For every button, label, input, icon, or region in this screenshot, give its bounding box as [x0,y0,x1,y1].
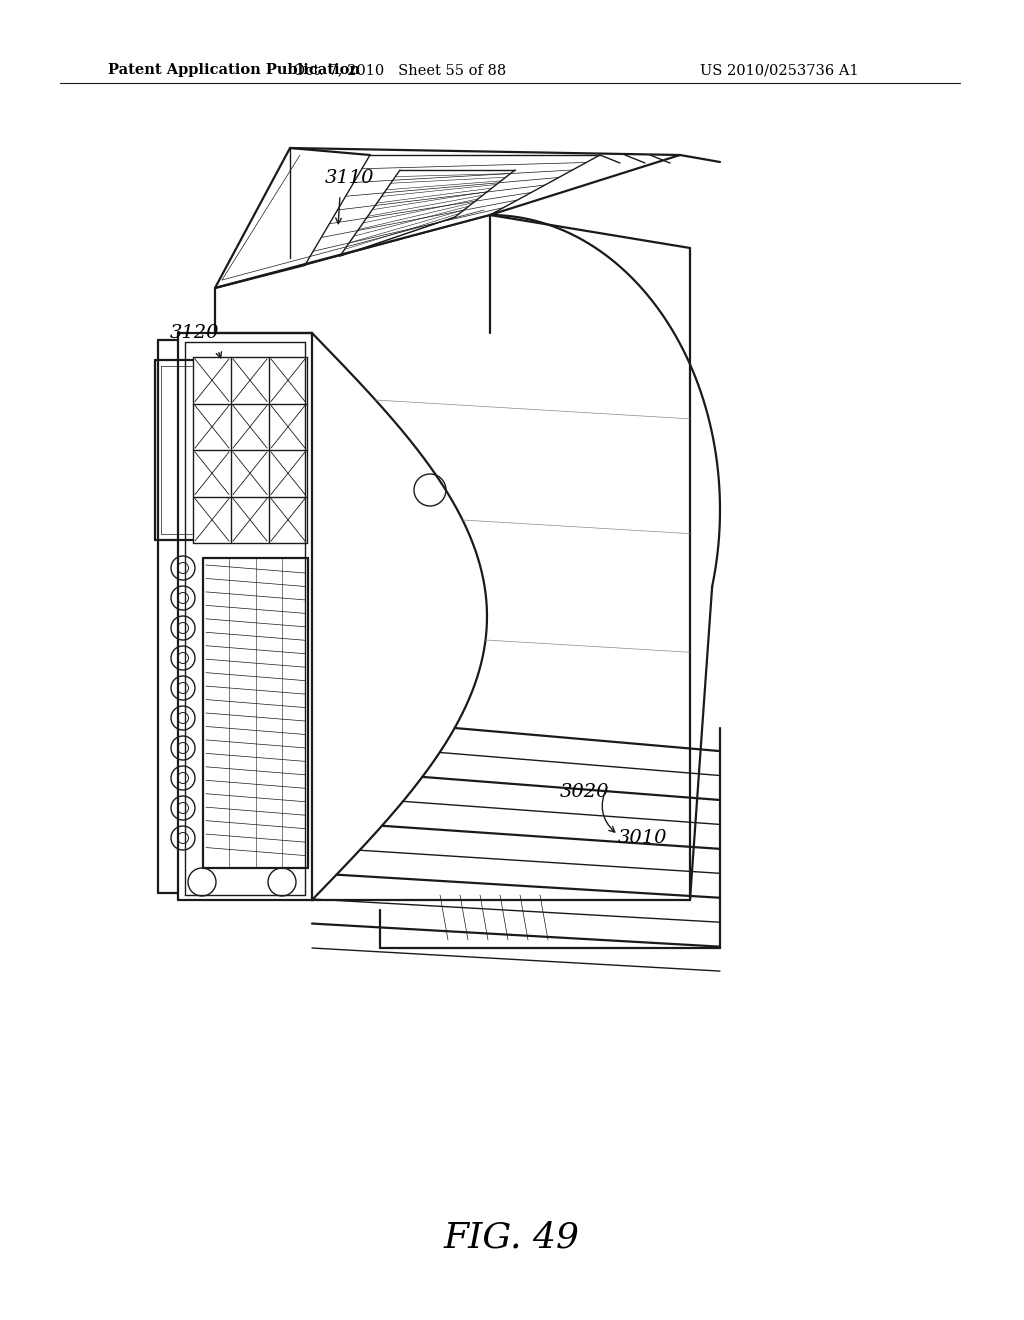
Text: US 2010/0253736 A1: US 2010/0253736 A1 [700,63,859,77]
Text: 3010: 3010 [618,829,668,847]
Text: 3020: 3020 [560,783,609,801]
Text: 3120: 3120 [170,323,219,342]
Text: Patent Application Publication: Patent Application Publication [108,63,360,77]
Text: 3110: 3110 [325,169,375,187]
Text: FIG. 49: FIG. 49 [444,1221,580,1255]
Text: Oct. 7, 2010   Sheet 55 of 88: Oct. 7, 2010 Sheet 55 of 88 [293,63,507,77]
